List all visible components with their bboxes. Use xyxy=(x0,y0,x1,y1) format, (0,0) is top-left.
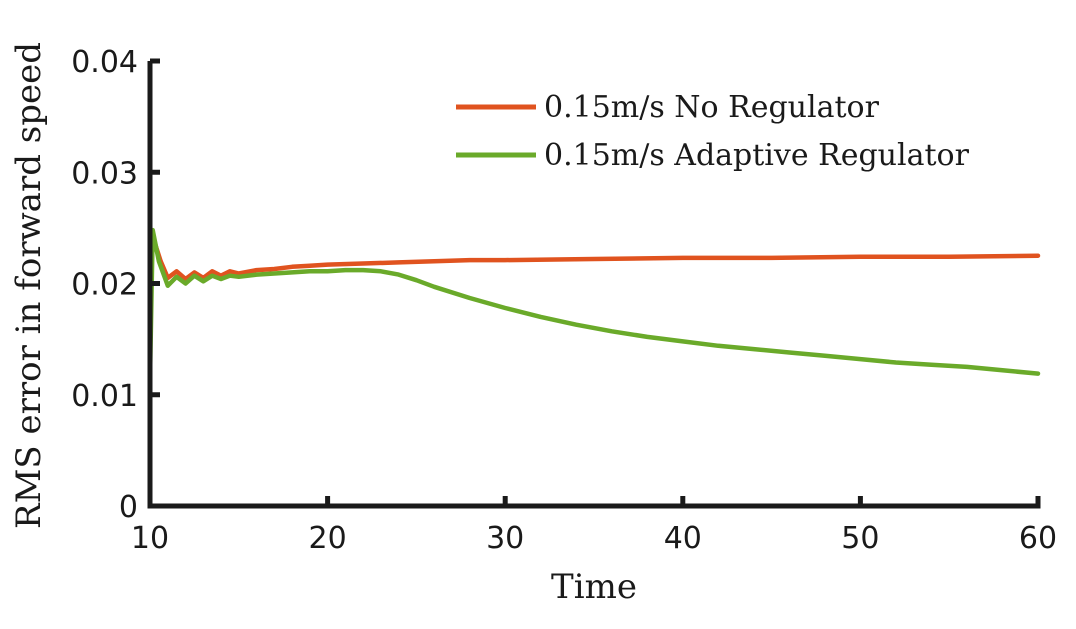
legend: 0.15m/s No Regulator 0.15m/s Adaptive Reg… xyxy=(456,90,970,173)
ticks-layer: 10 20 30 40 50 60 0 0.01 0.02 0.03 0.04 xyxy=(71,45,1057,556)
y-tick-label: 0.01 xyxy=(71,379,138,414)
x-tick-label: 60 xyxy=(1019,521,1057,556)
y-tick-label: 0.03 xyxy=(71,156,138,191)
x-tick-label: 30 xyxy=(486,521,524,556)
x-axis-title: Time xyxy=(551,567,637,607)
legend-label-1: 0.15m/s No Regulator xyxy=(544,90,880,125)
series-layer xyxy=(147,227,1041,381)
series-line-2 xyxy=(147,227,1041,381)
x-tick-label: 50 xyxy=(841,521,879,556)
series-line-1 xyxy=(147,227,1041,282)
x-tick-label: 10 xyxy=(131,521,169,556)
x-tick-label: 40 xyxy=(664,521,702,556)
y-tick-label: 0 xyxy=(119,490,138,525)
y-tick-label: 0.02 xyxy=(71,268,138,303)
legend-label-2: 0.15m/s Adaptive Regulator xyxy=(544,138,970,173)
x-tick-label: 20 xyxy=(309,521,347,556)
y-axis-title: RMS error in forward speed xyxy=(9,42,49,529)
axes-layer xyxy=(147,61,1041,509)
y-tick-label: 0.04 xyxy=(71,45,138,80)
